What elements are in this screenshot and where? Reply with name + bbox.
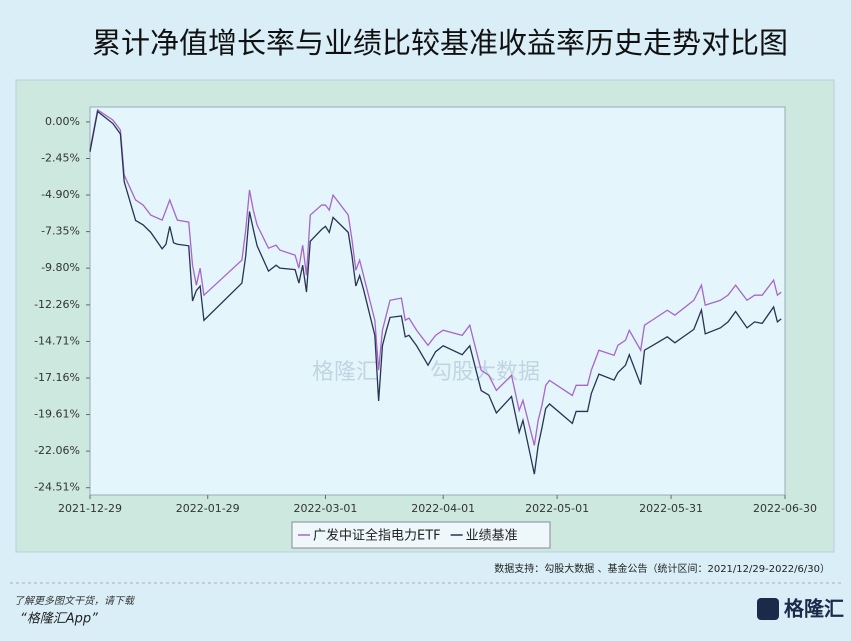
y-tick-label: -9.80% [41,261,80,274]
y-tick-label: -4.90% [41,188,80,201]
legend-label: 业绩基准 [466,529,518,544]
legend-label: 广发中证全指电力ETF [313,528,441,544]
y-tick-label: -22.06% [34,444,80,457]
watermark: 格隆汇 [312,360,378,385]
y-tick-label: -12.26% [34,298,80,311]
x-tick-label: 2022-05-31 [639,502,703,515]
footer-text: 了解更多图文干货，请下载 [14,595,136,607]
x-tick-label: 2022-04-01 [411,502,475,515]
y-tick-label: -2.45% [41,151,80,164]
y-tick-label: -24.51% [34,481,80,494]
x-tick-label: 2022-01-29 [176,502,240,515]
x-tick-label: 2022-03-01 [293,502,357,515]
y-tick-label: -17.16% [34,371,80,384]
footer-app: “格隆汇App” [20,612,98,627]
x-tick-label: 2022-06-30 [753,502,817,515]
y-tick-label: -19.61% [34,408,80,421]
logo-text: 格隆汇 [784,597,844,621]
series-line [89,110,782,475]
source-note: 数据支持：勾股大数据 、基金公告（统计区间：2021/12/29-2022/6/… [494,562,830,575]
y-tick-label: -7.35% [41,225,80,238]
y-tick-label: -14.71% [34,334,80,347]
series-line [89,108,782,446]
logo-icon [757,598,779,620]
plot-area [89,106,786,496]
y-tick-label: 0.00% [45,115,80,128]
x-tick-label: 2022-05-01 [525,502,589,515]
x-tick-label: 2021-12-29 [58,502,122,515]
chart-title: 累计净值增长率与业绩比较基准收益率历史走势对比图 [92,26,788,60]
legend-box [291,521,551,549]
